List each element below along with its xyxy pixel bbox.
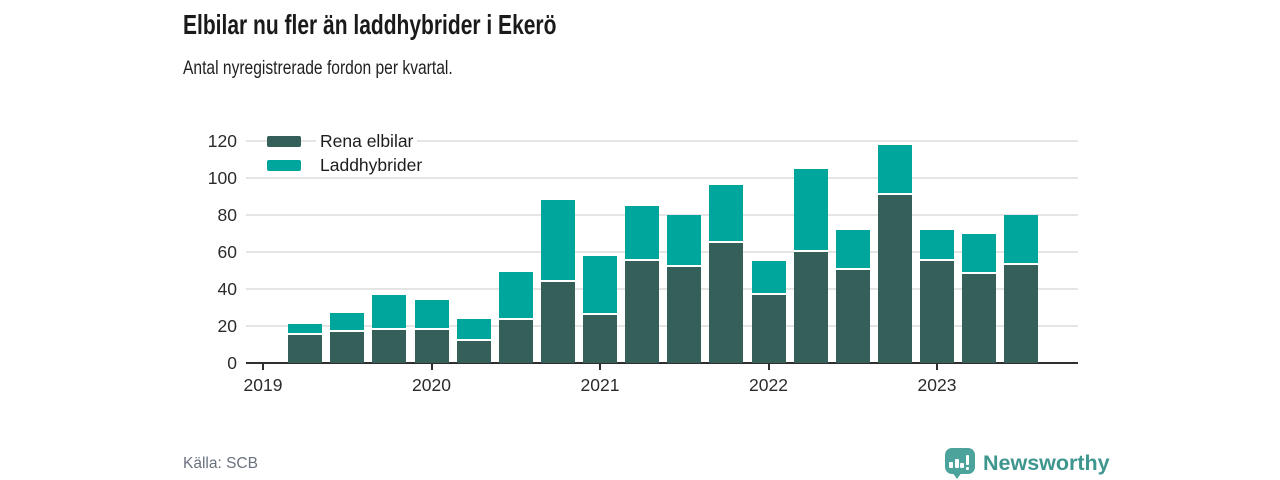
segment-laddhybrider — [288, 324, 323, 336]
bar-2022-Q2 — [793, 168, 828, 363]
segment-rena-elbilar — [751, 294, 786, 363]
segment-rena-elbilar — [835, 270, 870, 363]
segment-rena-elbilar — [709, 242, 744, 363]
gridline-y-20 — [246, 325, 1078, 327]
bar-2023-Q1 — [920, 229, 954, 363]
x-axis-tick-2020 — [430, 364, 433, 370]
bar-2021-Q4 — [709, 185, 744, 363]
bar-2019-Q3 — [330, 313, 365, 363]
bar-2020-Q1 — [414, 300, 449, 363]
x-axis-label-2020: 2020 — [412, 375, 451, 395]
legend-swatch-rena-elbilar-icon — [267, 136, 301, 148]
logo-bar-icon — [954, 459, 959, 468]
segment-laddhybrider — [330, 313, 365, 332]
legend-swatch-laddhybrider-icon — [267, 159, 301, 171]
bar-2021-Q2 — [625, 205, 660, 363]
legend-label: Rena elbilar — [316, 131, 418, 153]
gridline-y-80 — [246, 214, 1078, 216]
gridline-y-40 — [246, 288, 1078, 290]
chart-title: Elbilar nu fler än laddhybrider i Ekerö — [183, 9, 557, 40]
bar-2019-Q2 — [288, 324, 323, 363]
segment-rena-elbilar — [330, 331, 365, 363]
bar-2022-Q3 — [835, 229, 870, 363]
segment-rena-elbilar — [372, 329, 407, 363]
segment-laddhybrider — [667, 215, 702, 267]
segment-laddhybrider — [414, 300, 449, 330]
x-axis-label-2023: 2023 — [917, 375, 957, 395]
chart-subtitle: Antal nyregistrerade fordon per kvartal. — [183, 57, 453, 79]
x-axis-label-2021: 2021 — [580, 375, 620, 395]
logo-pointer — [952, 472, 962, 479]
segment-rena-elbilar — [962, 274, 997, 363]
segment-rena-elbilar — [625, 261, 660, 363]
gridline-y-120 — [246, 140, 1078, 142]
x-axis-tick-2023 — [936, 364, 938, 370]
segment-rena-elbilar — [540, 281, 575, 363]
segment-laddhybrider — [793, 168, 828, 252]
x-axis-tick-2022 — [767, 364, 770, 370]
segment-laddhybrider — [498, 272, 533, 321]
segment-rena-elbilar — [498, 320, 533, 363]
segment-rena-elbilar — [920, 261, 954, 363]
logo-exclamation-icon — [965, 455, 969, 465]
bar-2020-Q3 — [498, 272, 533, 363]
segment-rena-elbilar — [414, 329, 449, 363]
segment-laddhybrider — [372, 294, 407, 330]
bar-2022-Q1 — [751, 261, 786, 363]
segment-laddhybrider — [540, 200, 575, 282]
bar-2021-Q3 — [667, 215, 702, 363]
segment-laddhybrider — [835, 229, 870, 271]
bar-2023-Q3 — [1004, 215, 1039, 363]
newsworthy-logo-icon — [945, 448, 975, 479]
y-axis-label-80: 80 — [217, 205, 237, 225]
x-axis-label-2022: 2022 — [749, 375, 788, 395]
segment-laddhybrider — [962, 233, 997, 275]
x-axis-tick-2019 — [262, 364, 264, 370]
segment-rena-elbilar — [1004, 264, 1039, 363]
segment-rena-elbilar — [288, 335, 323, 363]
segment-laddhybrider — [920, 229, 954, 262]
y-axis-label-120: 120 — [207, 131, 237, 151]
bar-2023-Q2 — [962, 233, 997, 364]
x-axis-tick-2021 — [599, 364, 601, 370]
logo-exclamation-dot-icon — [965, 467, 969, 470]
logo-bar-icon — [960, 463, 964, 468]
y-axis-label-40: 40 — [217, 279, 237, 299]
gridline-y-100 — [246, 177, 1078, 179]
segment-laddhybrider — [1004, 215, 1039, 265]
bar-2020-Q2 — [456, 318, 491, 363]
segment-laddhybrider — [751, 261, 786, 295]
segment-laddhybrider — [625, 205, 660, 262]
y-axis-label-20: 20 — [217, 316, 237, 336]
newsworthy-wordmark: Newsworthy — [983, 451, 1110, 475]
segment-laddhybrider — [456, 318, 491, 341]
source-note: Källa: SCB — [183, 455, 258, 472]
segment-rena-elbilar — [583, 314, 617, 363]
segment-laddhybrider — [709, 185, 744, 243]
legend-label: Laddhybrider — [316, 154, 427, 176]
legend-item-laddhybrider: Laddhybrider — [267, 154, 427, 178]
bar-2022-Q4 — [877, 144, 912, 363]
segment-rena-elbilar — [667, 266, 702, 363]
logo-bar-icon — [949, 462, 953, 468]
x-axis-label-2019: 2019 — [243, 375, 283, 395]
x-axis-line — [246, 362, 1078, 364]
legend-item-rena-elbilar: Rena elbilar — [267, 130, 426, 154]
legend: Rena elbilar Laddhybrider — [267, 130, 427, 178]
bar-2020-Q4 — [540, 200, 575, 363]
gridline-y-60 — [246, 251, 1078, 253]
segment-laddhybrider — [877, 144, 912, 195]
segment-rena-elbilar — [456, 340, 491, 363]
segment-rena-elbilar — [877, 194, 912, 363]
bar-2019-Q4 — [372, 294, 407, 363]
y-axis-label-100: 100 — [207, 168, 237, 188]
segment-rena-elbilar — [793, 252, 828, 363]
segment-laddhybrider — [583, 255, 617, 315]
y-axis-label-60: 60 — [217, 242, 237, 262]
bar-2021-Q1 — [583, 255, 617, 363]
y-axis-label-0: 0 — [227, 353, 237, 373]
